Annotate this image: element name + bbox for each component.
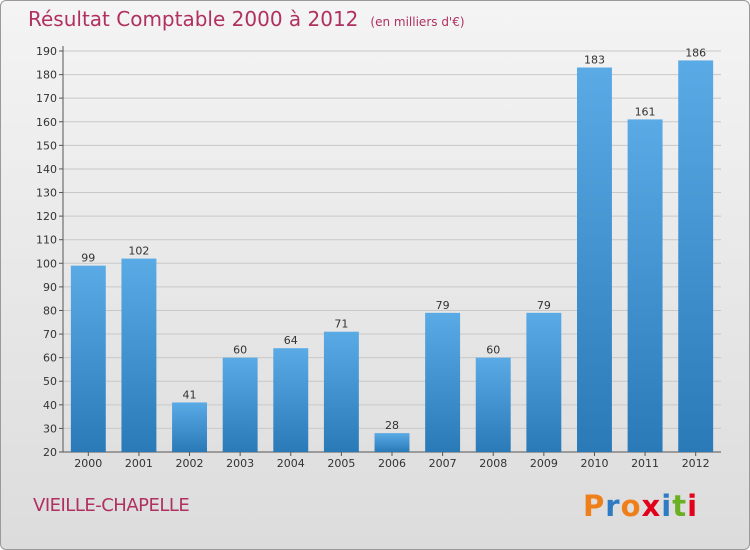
x-tick-label-2007: 2007: [429, 457, 457, 470]
grid-lines: [63, 50, 721, 453]
y-tick-label: 100: [36, 257, 57, 270]
bar-2009: [526, 312, 562, 452]
y-tick-label: 120: [36, 210, 57, 223]
data-label-2008: 60: [486, 344, 500, 357]
logo-letter: t: [672, 489, 688, 523]
bar-2005: [323, 331, 359, 452]
data-label-2010: 183: [584, 54, 605, 67]
place-name: VIEILLE-CHAPELLE: [33, 495, 190, 516]
logo-letter: i: [687, 489, 699, 523]
bar-2004: [273, 348, 309, 452]
x-tick-label-2010: 2010: [580, 457, 608, 470]
data-label-2007: 79: [436, 299, 450, 312]
y-tick-label: 150: [36, 139, 57, 152]
data-label-2002: 41: [183, 388, 197, 401]
bar-2001: [121, 258, 157, 452]
data-labels: 99 102 41 60 64 71 28 79 60 79 183 161 186: [81, 46, 706, 432]
x-tick-label-2008: 2008: [479, 457, 507, 470]
data-label-2001: 102: [128, 245, 149, 258]
bar-2000: [70, 265, 106, 452]
bar-2003: [222, 357, 258, 452]
x-tick-label-2000: 2000: [74, 457, 102, 470]
logo-letter: P: [583, 489, 606, 523]
y-tick-label: 130: [36, 187, 57, 200]
bar-2007: [425, 312, 461, 452]
logo-letter: i: [661, 489, 673, 523]
data-label-2004: 64: [284, 334, 298, 347]
y-tick-label: 60: [43, 352, 57, 365]
data-label-2006: 28: [385, 419, 399, 432]
data-label-2003: 60: [233, 344, 247, 357]
x-tick-label-2012: 2012: [682, 457, 710, 470]
data-label-2005: 71: [334, 318, 348, 331]
bar-2002: [172, 402, 208, 452]
bar-2006: [374, 433, 410, 452]
bar-2010: [576, 67, 612, 452]
y-tick-label: 90: [43, 281, 57, 294]
y-tick-label: 110: [36, 234, 57, 247]
x-tick-label-2001: 2001: [125, 457, 153, 470]
data-label-2012: 186: [685, 46, 706, 59]
chart-subtitle: (en milliers d'€): [370, 15, 465, 29]
y-tick-label: 20: [43, 446, 57, 459]
bar-2008: [475, 357, 511, 452]
logo-letter: x: [641, 489, 662, 523]
y-tick-label: 180: [36, 69, 57, 82]
y-tick-label: 140: [36, 163, 57, 176]
y-tick-label: 50: [43, 375, 57, 388]
y-tick-label: 170: [36, 92, 57, 105]
y-tick-label: 80: [43, 304, 57, 317]
x-tick-label-2005: 2005: [327, 457, 355, 470]
chart-title-text: Résultat Comptable 2000 à 2012: [28, 7, 359, 31]
y-tick-label: 30: [43, 422, 57, 435]
proxiti-logo: Proxiti: [583, 489, 698, 523]
x-tick-label-2002: 2002: [176, 457, 204, 470]
x-tick-label-2004: 2004: [277, 457, 305, 470]
y-tick-label: 70: [43, 328, 57, 341]
bar-2012: [678, 60, 714, 452]
data-label-2000: 99: [81, 252, 95, 265]
x-tick-label-2006: 2006: [378, 457, 406, 470]
y-tick-label: 40: [43, 399, 57, 412]
y-tick-label: 190: [36, 45, 57, 58]
bars: [70, 60, 714, 452]
data-label-2009: 79: [537, 299, 551, 312]
logo-letter: o: [620, 489, 642, 523]
data-label-2011: 161: [635, 105, 656, 118]
x-tick-label-2011: 2011: [631, 457, 659, 470]
chart-title: Résultat Comptable 2000 à 2012 (en millie…: [28, 7, 465, 31]
bar-2011: [627, 119, 663, 452]
x-tick-label-2003: 2003: [226, 457, 254, 470]
logo-letter: r: [605, 489, 621, 523]
x-tick-label-2009: 2009: [530, 457, 558, 470]
y-tick-label: 160: [36, 116, 57, 129]
